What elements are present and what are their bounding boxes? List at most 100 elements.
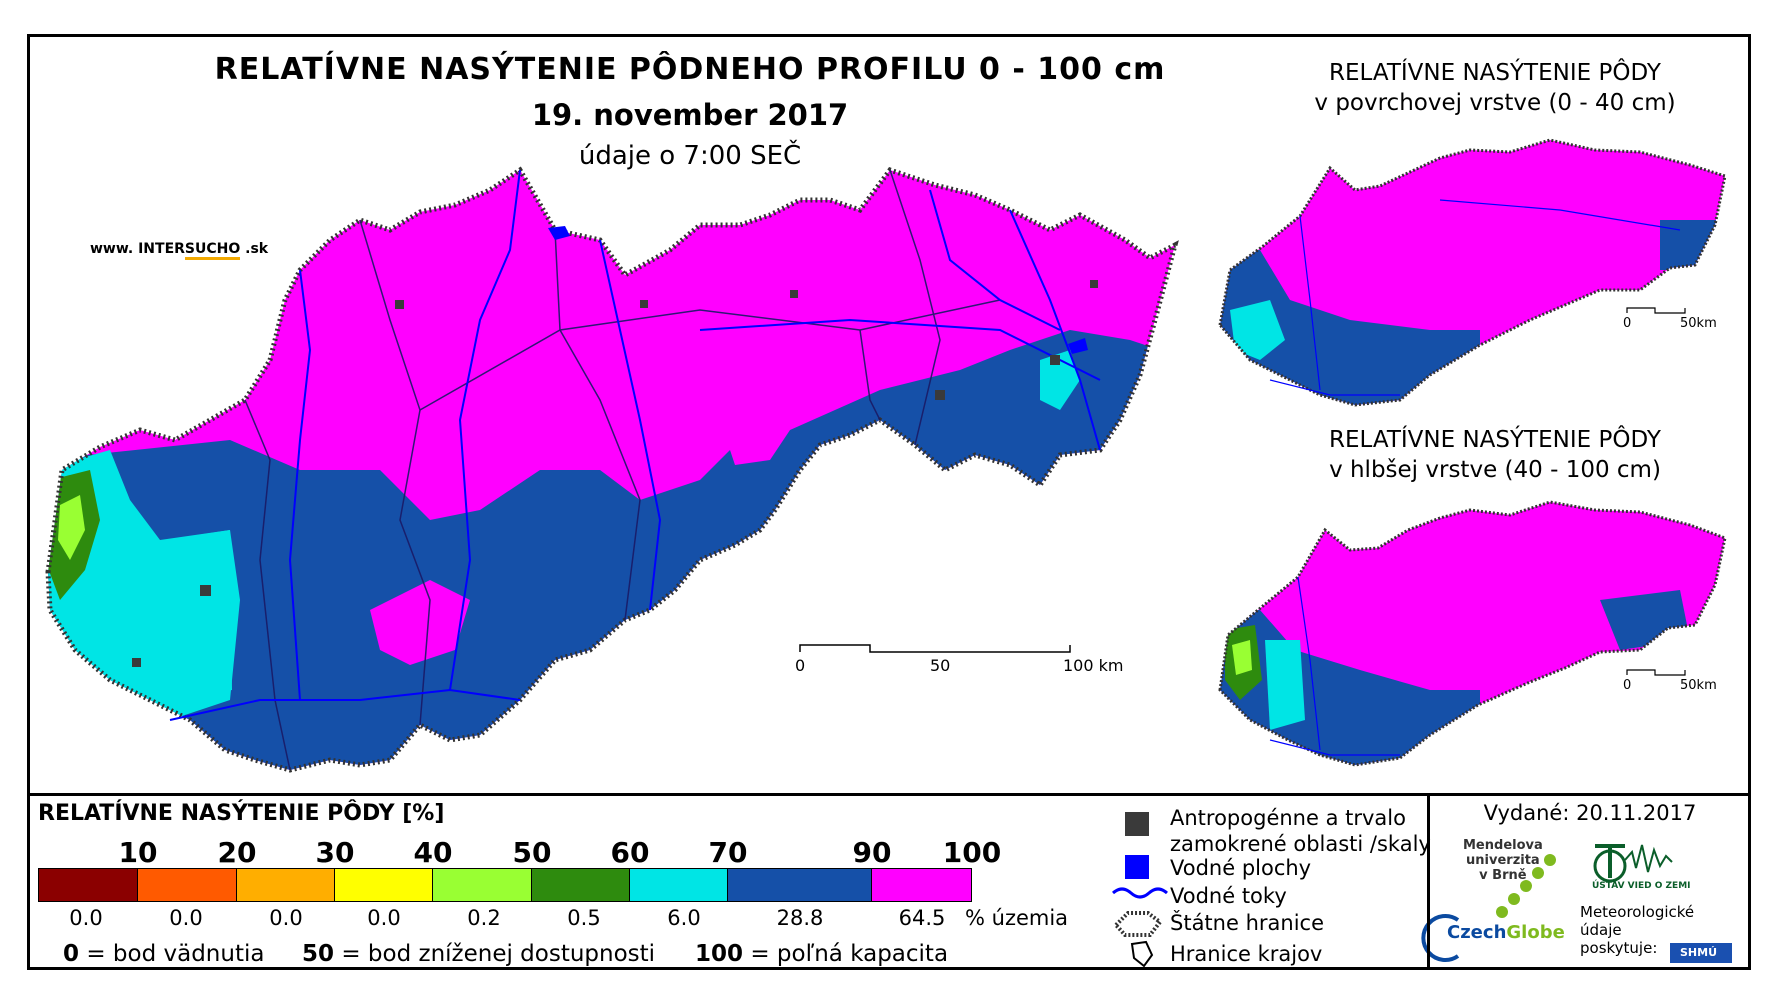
scalebar-inset-bottom-label-0: 0 bbox=[1623, 678, 1632, 693]
regional-border-symbol bbox=[1130, 940, 1154, 968]
legend-tick: 40 bbox=[413, 836, 453, 869]
inset-bottom-title-line2: v hlbšej vrstve (40 - 100 cm) bbox=[1329, 457, 1661, 483]
legend-share: 0.2 bbox=[467, 906, 501, 930]
legend-title: RELATÍVNE NASÝTENIE PÔDY [%] bbox=[38, 801, 445, 826]
legend-swatch bbox=[629, 868, 728, 902]
legend-swatch bbox=[137, 868, 237, 902]
water-body-symbol bbox=[1125, 855, 1149, 879]
scalebar-inset-bottom-label-50: 50km bbox=[1680, 678, 1717, 693]
note-text: = bod zníženej dostupnosti bbox=[334, 941, 656, 967]
note-text: = bod vädnutia bbox=[79, 941, 265, 967]
meteo-line2: údaje bbox=[1580, 921, 1622, 939]
mendel-line3: v Brně bbox=[1479, 868, 1527, 883]
meteo-line1: Meteorologické bbox=[1580, 903, 1695, 921]
legend-swatch bbox=[727, 868, 872, 902]
inset-top-map bbox=[1220, 140, 1725, 405]
legend-share: 28.8 bbox=[776, 906, 824, 930]
main-time: údaje o 7:00 SEČ bbox=[578, 141, 802, 171]
anthropogenic-areas-main bbox=[132, 280, 1098, 667]
scalebar-main-label-0: 0 bbox=[795, 656, 806, 675]
rivers-inset-top bbox=[1269, 199, 1681, 396]
note-field-capacity: 100 = poľná kapacita bbox=[695, 941, 948, 967]
legend-water-bodies: Vodné plochy bbox=[1170, 856, 1312, 880]
scalebar-inset-bottom bbox=[1626, 669, 1686, 676]
scalebar-inset-top-label-50: 50km bbox=[1680, 316, 1717, 331]
note-reduced-availability: 50 = bod zníženej dostupnosti bbox=[302, 941, 655, 967]
legend-swatch bbox=[334, 868, 433, 902]
legend-swatch bbox=[236, 868, 335, 902]
mendel-line2: univerzita bbox=[1466, 853, 1540, 868]
state-border-main bbox=[45, 166, 1179, 773]
rivers-inset-bottom bbox=[1269, 576, 1400, 756]
website-label: www. INTERSUCHO .sk bbox=[90, 241, 269, 260]
legend-share: 0.0 bbox=[169, 906, 203, 930]
scalebar-main-label-50: 50 bbox=[930, 656, 951, 675]
legend-share: 0.0 bbox=[269, 906, 303, 930]
regional-borders-main bbox=[244, 169, 1001, 771]
legend-swatch bbox=[38, 868, 138, 902]
inset-bottom-title-line1: RELATÍVNE NASÝTENIE PÔDY bbox=[1329, 427, 1661, 453]
legend-swatch bbox=[432, 868, 532, 902]
note-text: = poľná kapacita bbox=[743, 941, 949, 967]
legend-anthropogenic-line1: Antropogénne a trvalo bbox=[1170, 806, 1406, 830]
anthropogenic-symbol bbox=[1125, 812, 1149, 836]
shmu-logo bbox=[1670, 943, 1732, 963]
scalebar-main-label-100: 100 km bbox=[1063, 656, 1124, 675]
note-value: 0 bbox=[63, 941, 80, 967]
czechglobe-part2: Globe bbox=[1506, 922, 1565, 943]
shmu-logo-text: SHMÚ bbox=[1680, 946, 1718, 959]
uvgz-logo bbox=[1593, 844, 1673, 883]
mendel-line1: Mendelova bbox=[1463, 838, 1543, 853]
legend-share: 0.0 bbox=[367, 906, 401, 930]
legend-vertical-divider bbox=[1427, 793, 1430, 970]
czechglobe-part1: Czech bbox=[1447, 922, 1507, 943]
legend-swatch bbox=[871, 868, 972, 902]
main-date: 19. november 2017 bbox=[531, 98, 849, 132]
legend-share: 6.0 bbox=[667, 906, 701, 930]
mendel-logo-dots bbox=[1496, 854, 1556, 918]
legend-rivers: Vodné toky bbox=[1170, 884, 1287, 908]
legend-share: 0.5 bbox=[567, 906, 601, 930]
legend-anthropogenic-line2: zamokrené oblasti /skaly bbox=[1170, 832, 1431, 856]
legend-tick: 90 bbox=[852, 836, 892, 869]
legend-tick: 100 bbox=[942, 836, 1002, 869]
inset-top-title: RELATÍVNE NASÝTENIE PÔDY v povrchovej vr… bbox=[1270, 58, 1720, 118]
water-body-main-2 bbox=[1068, 338, 1088, 354]
note-value: 100 bbox=[695, 941, 744, 967]
legend-swatch bbox=[531, 868, 630, 902]
uvgz-logo-text: ÚSTAV VIED O ZEMI bbox=[1592, 881, 1691, 891]
legend-tick: 20 bbox=[217, 836, 257, 869]
note-wilting-point: 0 = bod vädnutia bbox=[63, 941, 264, 967]
inset-top-title-line1: RELATÍVNE NASÝTENIE PÔDY bbox=[1329, 60, 1661, 86]
scalebar-inset-top bbox=[1626, 307, 1686, 314]
water-body-main bbox=[548, 226, 570, 240]
website-prefix: www. INTER bbox=[90, 241, 185, 257]
main-title: RELATÍVNE NASÝTENIE PÔDNEHO PROFILU 0 - … bbox=[214, 52, 1166, 87]
inset-top-title-line2: v povrchovej vrstve (0 - 40 cm) bbox=[1314, 90, 1676, 116]
legend-tick: 60 bbox=[610, 836, 650, 869]
state-border-inset-bottom bbox=[1218, 500, 1727, 767]
legend-tick: 10 bbox=[118, 836, 158, 869]
legend-regional-border: Hranice krajov bbox=[1170, 942, 1323, 966]
legend-divider bbox=[27, 793, 1751, 796]
scalebar-inset-top-label-0: 0 bbox=[1623, 316, 1632, 331]
legend-share: 0.0 bbox=[69, 906, 103, 930]
legend-anthropogenic: Antropogénne a trvalo zamokrené oblasti … bbox=[1170, 805, 1431, 857]
legend-tick: 70 bbox=[708, 836, 748, 869]
river-symbol bbox=[1112, 887, 1168, 899]
meteo-line3: poskytuje: bbox=[1580, 939, 1658, 957]
inset-bottom-title: RELATÍVNE NASÝTENIE PÔDY v hlbšej vrstve… bbox=[1270, 425, 1720, 485]
state-border-inset-top bbox=[1218, 138, 1727, 407]
legend-share: 64.5 bbox=[898, 906, 946, 930]
state-border-symbol bbox=[1113, 911, 1163, 937]
website-suffix: .sk bbox=[240, 241, 269, 257]
legend-tick: 30 bbox=[315, 836, 355, 869]
website-highlight: SUCHO bbox=[184, 241, 241, 260]
czechglobe-logo-arc bbox=[1421, 914, 1460, 962]
note-value: 50 bbox=[302, 941, 335, 967]
mendel-logo-text: Mendelova univerzita v Brně bbox=[1463, 838, 1543, 883]
issued-date: Vydané: 20.11.2017 bbox=[1483, 801, 1697, 825]
legend-state-border: Štátne hranice bbox=[1170, 911, 1324, 935]
meteo-data-text: Meteorologické údaje poskytuje: bbox=[1580, 903, 1694, 957]
